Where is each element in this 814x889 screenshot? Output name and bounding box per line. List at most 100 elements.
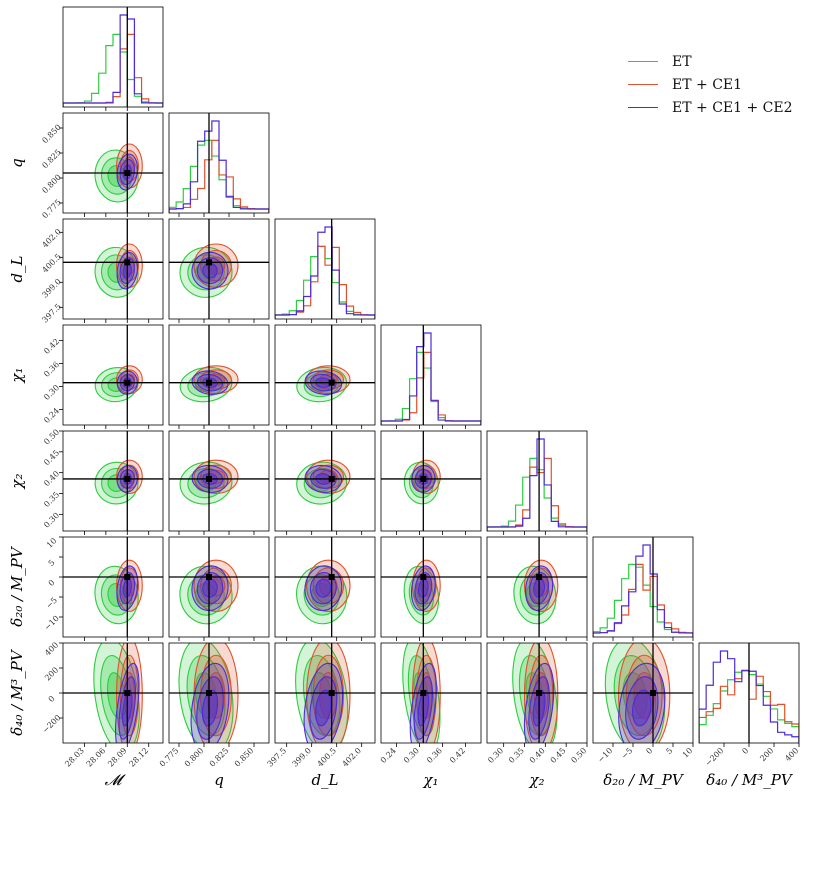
- ytick-label-5-4: 10: [45, 536, 59, 550]
- xtick-label-6-1: 0: [740, 746, 750, 756]
- xtick-label-1-0: 0.775: [158, 746, 181, 769]
- legend-label-et-ce1: ET + CE1: [672, 76, 743, 93]
- xtick-label-2-0: 397.5: [266, 746, 289, 769]
- panel-frame-2-0: [62, 218, 164, 320]
- ytick-label-3-3: 0.42: [42, 337, 61, 356]
- xaxis-label-1: q: [214, 771, 224, 789]
- truth-marker-2-1: [206, 259, 212, 266]
- xtick-label-5-1: −5: [620, 746, 635, 761]
- contour-2-1-2-1: [196, 257, 224, 285]
- xaxis-label-5: δ₂₀ / M_PV: [603, 771, 685, 789]
- panel-frame-4-4: [486, 430, 588, 532]
- ytick-label-3-0: 0.24: [42, 406, 61, 425]
- panel-frame-6-3: [380, 642, 482, 744]
- ytick-label-6-3: 400: [43, 640, 60, 657]
- xtick-label-5-0: −10: [596, 746, 614, 764]
- truth-marker-1-0: [124, 170, 131, 176]
- ytick-label-5-2: 0: [47, 578, 57, 588]
- contour-5-2-2-1: [309, 572, 337, 605]
- xtick-label-4-3: 0.45: [549, 746, 568, 765]
- contour-6-2-2-2: [315, 689, 332, 727]
- truth-marker-6-0: [124, 690, 131, 696]
- panel-5-2: [274, 536, 376, 641]
- panel-frame-5-1: [168, 536, 270, 638]
- xtick-label-1-2: 0.825: [208, 746, 231, 769]
- xtick-label-0-2: 28.09: [106, 746, 129, 769]
- contour-6-2-2-0: [303, 662, 344, 743]
- panel-frame-0-0: [62, 6, 164, 108]
- ytick-label-4-3: 0.45: [42, 448, 61, 467]
- legend-label-et-ce1-ce2: ET + CE1 + CE2: [672, 99, 793, 116]
- contour-6-1-2-0: [190, 662, 230, 743]
- ytick-label-6-2: 200: [43, 665, 60, 682]
- xtick-label-3-1: 0.30: [402, 746, 421, 765]
- hist-1-et-ce1-ce2: [169, 120, 269, 213]
- truth-marker-6-4: [536, 690, 543, 696]
- xaxis-label-4: χ₂: [528, 771, 544, 789]
- panel-3-0: 0.24 0.30 0.36 0.42: [42, 324, 164, 429]
- panel-5-3: [380, 536, 482, 641]
- truth-marker-5-2: [328, 574, 335, 580]
- ytick-label-5-1: −5: [44, 596, 59, 611]
- panel-frame-6-5: [592, 642, 694, 744]
- truth-marker-5-1: [206, 574, 212, 580]
- ytick-label-1-1: 0.800: [40, 173, 63, 196]
- panel-frame-5-4: [486, 536, 588, 638]
- xtick-label-6-2: 200: [758, 746, 775, 763]
- xaxis-label-2: d_L: [311, 771, 338, 789]
- yaxis-label-4: χ₂: [8, 473, 26, 489]
- legend-entry-et-ce1: ET + CE1: [628, 73, 793, 96]
- xtick-label-1-1: 0.800: [183, 746, 206, 769]
- ytick-label-5-0: −10: [43, 614, 61, 632]
- contour-4-3-1-1: [416, 464, 437, 490]
- truth-marker-5-0: [124, 574, 131, 580]
- contour-6-2-0-0: [295, 643, 349, 743]
- truth-marker-3-2: [328, 379, 335, 386]
- panel-5-4: [486, 536, 588, 641]
- hist-2-et-ce1: [275, 245, 375, 319]
- legend-entry-et: ET: [628, 50, 793, 73]
- xtick-label-4-1: 0.35: [507, 746, 526, 765]
- panel-frame-5-0: [62, 536, 164, 638]
- panel-6-2: 397.5 399.0 400.5 402.0: [266, 642, 376, 769]
- contour-5-1-2-1: [196, 572, 224, 605]
- ytick-label-2-2: 400.5: [40, 252, 63, 275]
- panel-frame-3-2: [274, 324, 376, 426]
- panel-frame-3-3: [380, 324, 482, 426]
- ytick-label-1-3: 0.850: [40, 123, 63, 146]
- ytick-label-4-0: 0.30: [42, 511, 61, 530]
- xtick-label-3-3: 0.42: [448, 746, 467, 765]
- legend-label-et: ET: [672, 53, 692, 70]
- panel-frame-4-0: [62, 430, 164, 532]
- xaxis-label-6: δ₄₀ / M³_PV: [706, 771, 794, 789]
- contour-5-2-2-2: [315, 578, 332, 598]
- truth-marker-6-1: [206, 690, 212, 696]
- contour-6-1-2-2: [201, 689, 219, 727]
- panel-0-0: [62, 6, 164, 111]
- xtick-label-4-0: 0.30: [486, 746, 505, 765]
- xtick-label-0-1: 28.06: [85, 746, 108, 769]
- xtick-label-2-1: 399.0: [291, 746, 314, 769]
- yaxis-label-6: δ₄₀ / M³_PV: [8, 648, 26, 736]
- yaxis-label-3: χ₁: [8, 367, 26, 383]
- truth-marker-3-0: [124, 379, 131, 386]
- truth-marker-6-3: [420, 690, 427, 696]
- panel-6-5: −10 −5 0 5 10: [592, 642, 694, 764]
- legend: ET ET + CE1 ET + CE1 + CE2: [628, 50, 793, 119]
- panel-3-1: [168, 324, 270, 429]
- hist-5-et-ce1-ce2: [593, 544, 693, 637]
- panel-2-2: [274, 218, 376, 323]
- truth-marker-3-1: [206, 379, 212, 386]
- hist-0-et-ce1-ce2: [63, 14, 163, 107]
- panel-4-0: 0.30 0.35 0.40 0.450.50: [42, 428, 164, 535]
- xtick-label-4-2: 0.40: [528, 746, 547, 765]
- ytick-label-2-3: 402.0: [40, 227, 63, 250]
- panel-frame-2-1: [168, 218, 270, 320]
- contour-6-5-0-0: [604, 643, 666, 743]
- contour-5-2-1-2: [319, 575, 338, 597]
- contour-6-5-2-2: [632, 689, 652, 727]
- xaxis-label-3: χ₁: [422, 771, 438, 789]
- xtick-label-4-4: 0.50: [569, 746, 588, 765]
